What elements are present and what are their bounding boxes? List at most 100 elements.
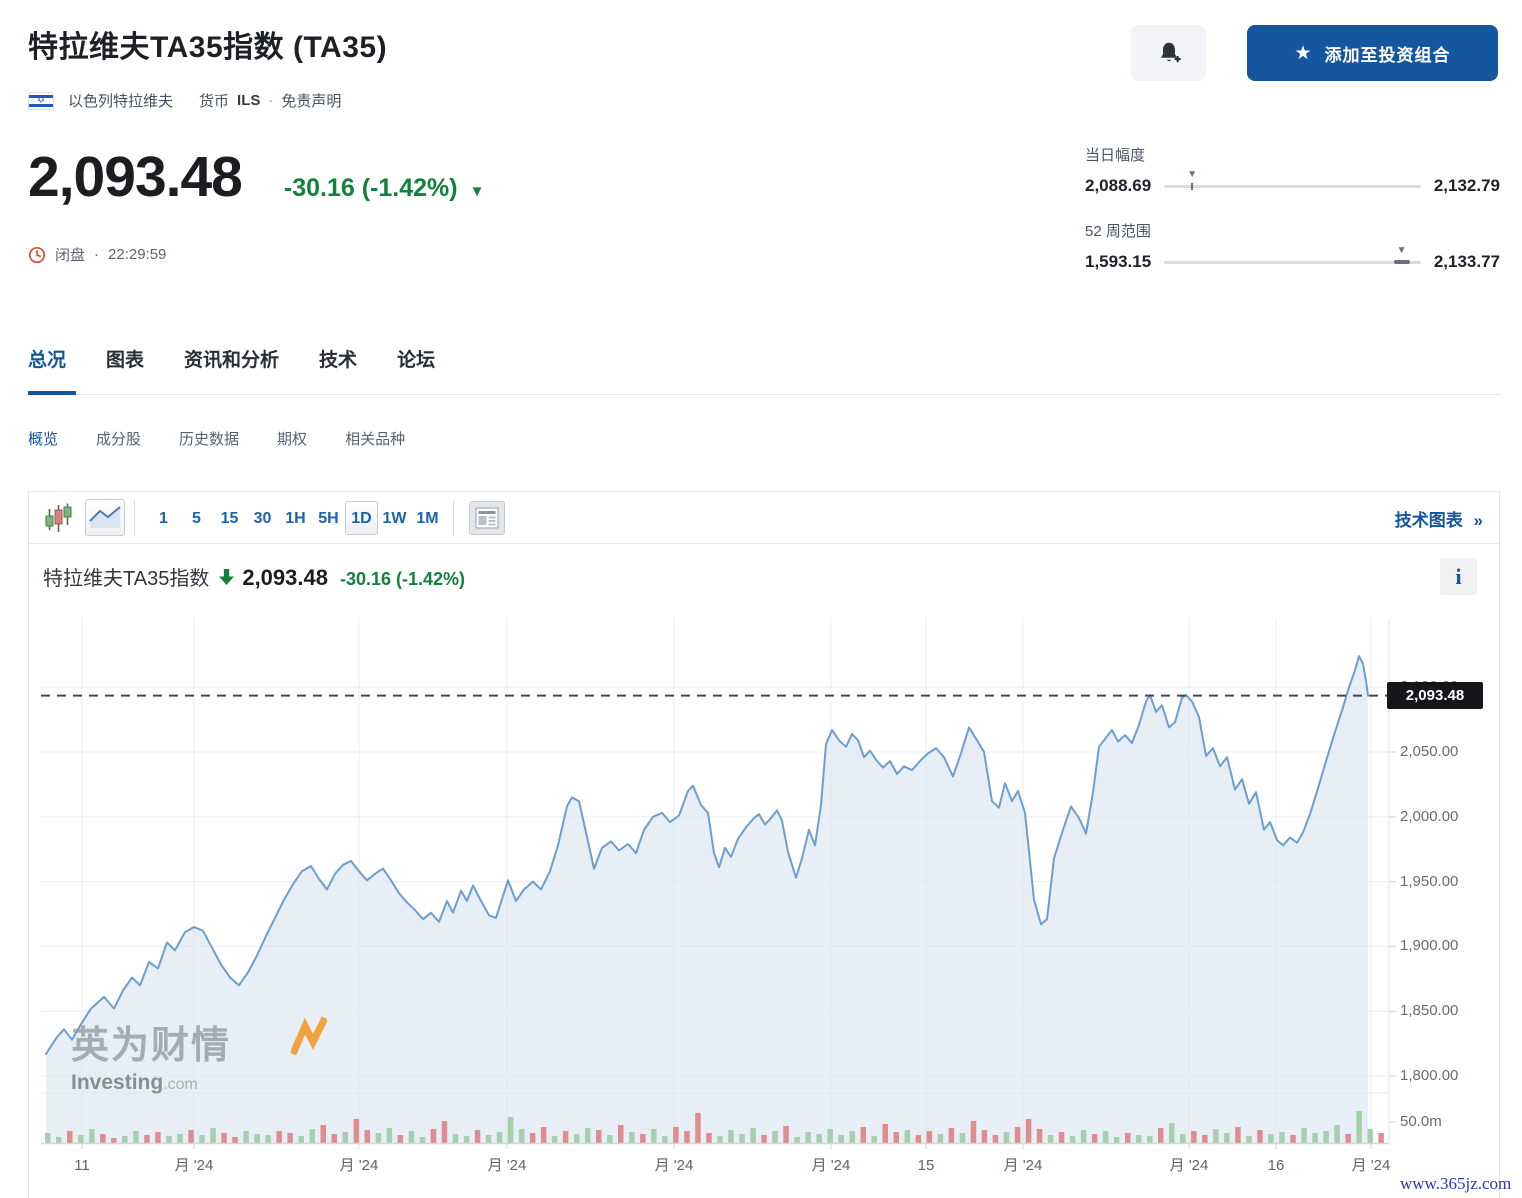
down-arrow-icon [219,568,235,585]
volume-bar [1058,1132,1065,1143]
chart-instrument-name: 特拉维夫TA35指数 [43,568,210,590]
timeframe-1[interactable]: 1 [159,510,168,527]
volume-bar [1246,1136,1252,1143]
info-button[interactable]: i [1440,558,1477,595]
timeframe-1M[interactable]: 1M [416,510,439,527]
subtab-概览[interactable]: 概览 [28,431,59,448]
volume-bar [992,1135,999,1143]
technical-chart-label: 技术图表 [1394,511,1463,530]
volume-bar [1235,1127,1241,1143]
volume-bar [177,1134,183,1143]
volume-axis-label: 50.0m [1400,1113,1442,1130]
x-axis-label: 16 [1268,1157,1285,1174]
page-title: 特拉维夫TA35指数 (TA35) [28,31,388,64]
week52-range-slider: ▼ [1164,245,1421,264]
y-axis-label: 1,950.00 [1400,872,1459,890]
volume-bar [298,1136,304,1143]
close-time: 22:29:59 [108,246,167,263]
volume-bar [706,1133,712,1143]
volume-bar [1069,1136,1076,1143]
volume-bar [662,1136,668,1143]
volume-bar [485,1135,492,1143]
watermark-dotcom: .com [163,1076,198,1093]
volume-bar [1334,1125,1340,1143]
volume-bar [651,1129,657,1143]
volume-bar [772,1131,778,1143]
volume-bar [331,1134,337,1143]
volume-bar [673,1127,679,1143]
area-series-fill [46,656,1368,1143]
volume-bar [1036,1129,1043,1143]
tab-总况[interactable]: 总况 [28,350,67,371]
day-range-low: 2,088.69 [1085,176,1152,195]
week52-range-low: 1,593.15 [1085,252,1152,271]
volume-bar [761,1135,767,1143]
volume-bar [1312,1133,1318,1143]
volume-bar [1268,1134,1274,1143]
subtab-历史数据[interactable]: 历史数据 [179,431,240,448]
x-axis-label: 月 '24 [1004,1157,1043,1174]
timeframe-30[interactable]: 30 [253,510,272,527]
timeframe-5H[interactable]: 5H [318,510,339,527]
price-row: 2,093.48 -30.16 (-1.42%) ▼ [28,144,484,210]
create-alert-button[interactable] [1131,25,1206,81]
toolbar-separator [134,500,135,536]
price-chart[interactable]: 11 月 '24 月 '24 月 '24 月 '24 月 '24 15 月 '24 月 '24 1… [41,618,1397,1198]
volume-bar [507,1117,514,1143]
volume-bar [1113,1137,1120,1143]
add-to-portfolio-button[interactable]: ★ 添加至投资组合 [1247,25,1498,81]
x-axis-label: 15 [918,1157,935,1174]
y-axis-label: 1,900.00 [1400,937,1459,955]
tab-技术[interactable]: 技术 [319,350,358,371]
down-triangle-icon: ▼ [469,183,485,200]
chart-news-layout-button[interactable] [469,501,505,535]
timeframe-15[interactable]: 15 [220,510,239,527]
volume-bar [1091,1134,1098,1143]
price-line-series [45,655,1369,1055]
volume-bar [1356,1111,1362,1143]
volume-bar [1080,1130,1087,1143]
volume-bar [320,1125,326,1143]
subtab-期权[interactable]: 期权 [277,431,308,448]
volume-bar [221,1133,227,1143]
volume-bar [1367,1129,1373,1143]
volume-bar [133,1131,139,1143]
investing-watermark: 英为财情 Investing.com [71,1014,327,1095]
watermark-investing: Investing [71,1071,164,1094]
volume-bar [1378,1133,1384,1143]
volume-bar [838,1135,844,1143]
volume-bar [166,1136,172,1143]
day-range-label: 当日幅度 [1085,147,1146,164]
site-url[interactable]: www.365jz.com [1400,1174,1512,1193]
timeframe-1D[interactable]: 1D [345,501,378,535]
x-axis-label: 月 '24 [655,1157,694,1174]
volume-bar [342,1132,348,1143]
candlestick-chart-icon[interactable] [45,503,73,533]
volume-bar [353,1119,360,1143]
subtab-相关品种[interactable]: 相关品种 [345,431,406,448]
toolbar-separator [453,500,454,536]
timeframe-1H[interactable]: 1H [285,510,306,527]
tab-论坛[interactable]: 论坛 [397,350,436,371]
tab-资讯和分析[interactable]: 资讯和分析 [184,350,280,371]
x-axis-label: 月 '24 [1352,1157,1391,1174]
tab-图表[interactable]: 图表 [106,350,145,371]
volume-bar [893,1132,899,1143]
disclaimer-link[interactable]: 免责声明 [281,93,342,110]
volume-bar [276,1131,282,1143]
status-dot: · [94,246,100,263]
subtab-成分股[interactable]: 成分股 [96,431,142,448]
timeframe-1W[interactable]: 1W [382,510,407,527]
x-axis-label: 月 '24 [340,1157,379,1174]
timeframe-group: 1 5 15 30 1H 5H 1D 1W 1M [147,492,444,544]
area-chart-type-button[interactable] [85,499,125,536]
volume-bar [739,1134,745,1143]
israel-flag-icon: ✡ [28,91,54,110]
technical-chart-link[interactable]: 技术图表 » [1395,506,1483,531]
star-icon: ★ [1294,42,1312,64]
timeframe-5[interactable]: 5 [192,510,201,527]
volume-bar [287,1133,293,1143]
volume-bar [56,1137,62,1143]
watermark-en: Investing.com [71,1071,231,1095]
volume-bar [827,1129,833,1143]
